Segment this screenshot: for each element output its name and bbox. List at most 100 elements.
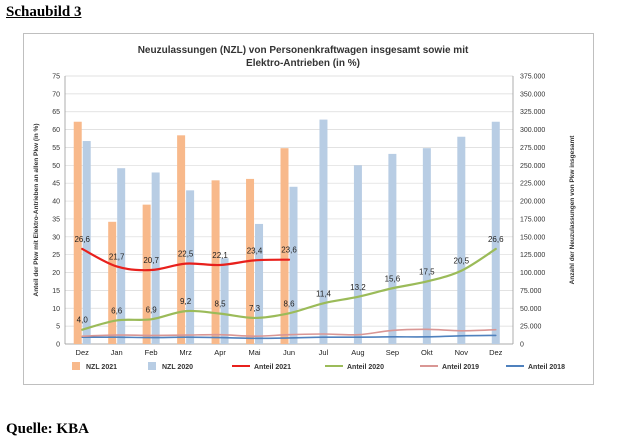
bar-nzl-2020	[151, 172, 160, 344]
y-left-tick-label: 55	[52, 145, 60, 152]
x-tick-label: Jul	[319, 348, 329, 357]
y-right-tick-label: 275.000	[520, 145, 545, 152]
y-left-axis-title: Anteil der Pkw mit Elektro-Antrieben an …	[33, 123, 40, 296]
bar-nzl-2020	[422, 148, 431, 344]
bar-nzl-2021	[108, 221, 117, 344]
y-right-tick-label: 25.000	[520, 324, 542, 331]
legend-label: Anteil 2020	[347, 364, 384, 371]
y-left-tick-label: 0	[56, 342, 60, 349]
legend-label: NZL 2021	[86, 364, 117, 371]
y-left-tick-label: 75	[52, 74, 60, 81]
chart-title-line: Neuzulassungen (NZL) von Personenkraftwa…	[138, 45, 469, 56]
legend-swatch	[72, 362, 80, 370]
data-label-anteil-2021: 21,7	[109, 252, 125, 261]
bar-nzl-2020	[186, 190, 195, 344]
y-right-tick-label: 0	[520, 342, 524, 349]
y-left-tick-label: 45	[52, 181, 60, 188]
x-tick-label: Feb	[145, 348, 158, 357]
x-tick-label: Nov	[455, 348, 469, 357]
y-right-tick-label: 375.000	[520, 74, 545, 81]
bar-nzl-2021	[280, 148, 289, 344]
bar-nzl-2021	[177, 135, 186, 344]
y-right-tick-label: 100.000	[520, 270, 545, 277]
y-right-axis-title: Anzahl der Neuzulassungen von Pkw insges…	[569, 135, 576, 285]
data-label-anteil-2020: 6,6	[111, 306, 123, 315]
chart-title-line: Elektro-Antrieben (in %)	[246, 58, 360, 69]
x-tick-label: Mrz	[179, 348, 192, 357]
y-left-tick-label: 50	[52, 163, 60, 170]
x-tick-label: Mai	[248, 348, 260, 357]
y-right-tick-label: 75.000	[520, 288, 542, 295]
y-left-tick-label: 25	[52, 252, 60, 259]
y-right-tick-label: 350.000	[520, 91, 545, 98]
y-right-tick-label: 175.000	[520, 216, 545, 223]
line-anteil-2019	[81, 328, 497, 337]
y-right-tick-label: 50.000	[520, 306, 542, 313]
line-anteil-2021	[81, 247, 291, 272]
y-right-tick-label: 250.000	[520, 163, 545, 170]
x-tick-label: Jan	[111, 348, 123, 357]
bar-nzl-2021	[211, 180, 220, 344]
data-label-anteil-2020: 7,3	[249, 304, 261, 313]
data-label-anteil-2020: 6,9	[146, 305, 158, 314]
y-left-tick-label: 65	[52, 109, 60, 116]
data-label-anteil-2021: 23,4	[247, 246, 263, 255]
bar-nzl-2020	[220, 258, 229, 344]
y-right-tick-label: 200.000	[520, 199, 545, 206]
x-tick-label: Apr	[214, 348, 226, 357]
x-tick-label: Dez	[489, 348, 503, 357]
data-label-anteil-2020: 17,5	[419, 267, 435, 276]
bar-nzl-2020	[491, 121, 500, 344]
data-label-anteil-2020: 11,4	[316, 289, 332, 298]
bar-nzl-2021	[73, 121, 82, 344]
y-right-tick-label: 125.000	[520, 252, 545, 259]
data-label-anteil-2020: 8,5	[215, 300, 227, 309]
y-right-tick-label: 300.000	[520, 127, 545, 134]
x-tick-label: Okt	[421, 348, 434, 357]
data-label-anteil-2021: 26,6	[74, 235, 90, 244]
figure-heading: Schaubild 3	[6, 4, 82, 20]
data-label-anteil-2020: 15,6	[385, 274, 401, 283]
bar-nzl-2020	[388, 153, 397, 344]
y-right-tick-label: 325.000	[520, 109, 545, 116]
y-left-tick-label: 40	[52, 199, 60, 206]
y-right-tick-label: 225.000	[520, 181, 545, 188]
source-note: Quelle: KBA	[6, 421, 89, 437]
legend-label: Anteil 2019	[442, 364, 479, 371]
data-label-anteil-2020: 9,2	[180, 297, 192, 306]
bar-nzl-2020	[117, 168, 126, 344]
y-left-tick-label: 30	[52, 234, 60, 241]
bar-nzl-2020	[353, 165, 362, 344]
y-left-tick-label: 70	[52, 91, 60, 98]
y-left-tick-label: 60	[52, 127, 60, 134]
data-label-anteil-2020: 13,2	[350, 283, 366, 292]
bar-nzl-2020	[255, 223, 264, 344]
y-left-tick-label: 10	[52, 306, 60, 313]
data-label-anteil-2021: 22,5	[178, 250, 194, 259]
line-anteil-2018	[81, 334, 497, 340]
bar-nzl-2020	[457, 136, 466, 344]
y-left-tick-label: 15	[52, 288, 60, 295]
data-label-anteil-2021: 23,6	[281, 246, 297, 255]
bar-nzl-2020	[289, 186, 298, 344]
y-left-tick-label: 20	[52, 270, 60, 277]
bar-nzl-2020	[82, 141, 91, 344]
data-label-anteil-2020: 26,6	[488, 235, 504, 244]
bar-nzl-2021	[142, 204, 151, 344]
y-left-tick-label: 35	[52, 216, 60, 223]
bar-nzl-2020	[319, 119, 328, 344]
data-label-anteil-2020: 20,5	[454, 257, 470, 266]
x-tick-label: Jun	[283, 348, 295, 357]
data-label-anteil-2021: 22,1	[212, 251, 228, 260]
x-tick-label: Sep	[386, 348, 399, 357]
y-right-tick-label: 150.000	[520, 234, 545, 241]
x-tick-label: Dez	[76, 348, 90, 357]
legend-label: Anteil 2021	[254, 364, 291, 371]
line-anteil-2020	[81, 247, 497, 331]
legend-swatch	[148, 362, 156, 370]
legend-label: NZL 2020	[162, 364, 193, 371]
data-label-anteil-2021: 20,7	[143, 256, 159, 265]
data-label-anteil-2020: 8,6	[283, 299, 295, 308]
data-label-anteil-2020: 4,0	[77, 316, 89, 325]
